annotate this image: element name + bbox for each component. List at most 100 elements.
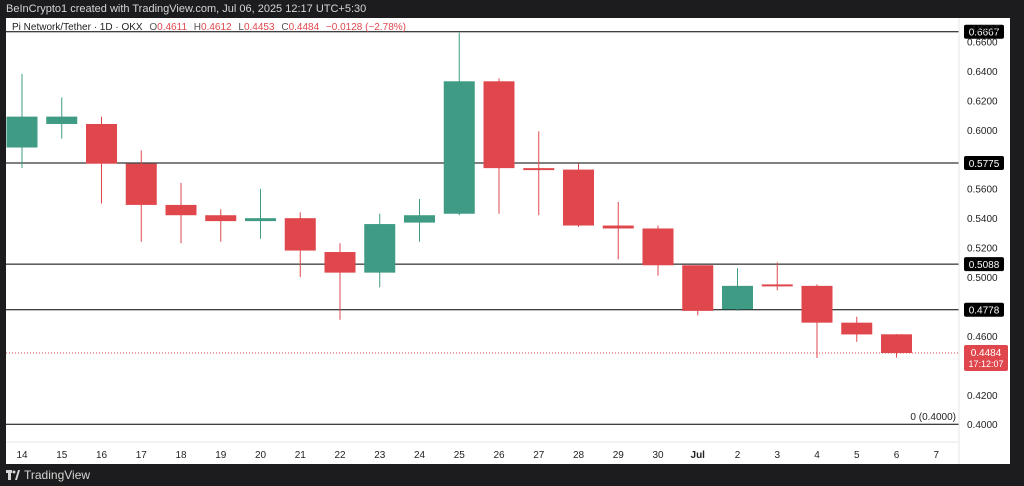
current-price-label: 0.4484	[971, 348, 1002, 359]
candle	[722, 268, 753, 311]
time-tick-label: 17	[136, 450, 148, 461]
price-tick-label: 0.5600	[967, 185, 998, 196]
candle-body	[324, 252, 356, 273]
level-price-tag	[964, 155, 1004, 170]
candle	[364, 213, 396, 288]
footer-brand-text: TradingView	[24, 468, 91, 482]
low-label: L	[238, 22, 244, 33]
candle	[404, 199, 435, 242]
price-tick-label: 0.5000	[967, 273, 998, 284]
zero-level-label: 0 (0.4000)	[910, 412, 956, 423]
close-label: C	[281, 22, 289, 33]
candle	[284, 212, 316, 278]
time-tick-label: Jul	[691, 450, 706, 461]
candle-body	[205, 215, 237, 222]
candle-body	[245, 218, 276, 222]
price-tick-label: 0.5200	[967, 244, 998, 255]
time-tick-label: 16	[96, 450, 108, 461]
low-value: 0.4453	[243, 22, 275, 33]
candle-body	[602, 225, 634, 229]
horizontal-levels: 0 (0.4000)	[6, 31, 959, 425]
candle-body	[6, 116, 38, 148]
symbol-legend: Pi Network/Tether · 1D · OKX O0.4611 H 0.…	[12, 22, 406, 33]
candle	[324, 243, 356, 320]
candle	[602, 201, 634, 260]
candle-body	[881, 334, 912, 353]
level-price-tag	[964, 257, 1004, 272]
price-tick-label: 0.6200	[967, 96, 998, 107]
candle-body	[682, 265, 714, 311]
price-tick-label: 0.6000	[967, 126, 998, 137]
change-value: −0.0128 (−2.78%)	[325, 22, 406, 33]
time-tick-label: 27	[533, 450, 545, 461]
candle-body	[483, 81, 515, 169]
current-price-tag	[964, 344, 1008, 371]
level-price-tag	[964, 302, 1004, 317]
candle-body	[364, 224, 396, 273]
candle	[165, 182, 197, 244]
candle-body	[642, 228, 674, 266]
candle	[563, 163, 594, 227]
candle	[642, 225, 674, 276]
time-tick-label: 18	[175, 450, 187, 461]
price-tick-label: 0.6600	[967, 38, 998, 49]
candle	[443, 32, 475, 216]
time-tick-label: 23	[374, 450, 386, 461]
candle-body	[86, 123, 117, 164]
close-value: 0.4484	[288, 22, 320, 33]
candle	[205, 209, 237, 242]
time-tick-label: 22	[334, 450, 346, 461]
candle-body	[523, 168, 555, 171]
candle-body	[165, 204, 197, 216]
candlestick-chart[interactable]: 0 (0.4000) 0.66000.64000.62000.60000.580…	[6, 18, 1010, 464]
candle-body	[801, 285, 833, 323]
price-tick-label: 0.6400	[967, 67, 998, 78]
footer-brand: TradingView	[6, 466, 90, 484]
time-tick-label: 26	[493, 450, 505, 461]
candle	[6, 73, 38, 169]
time-tick-label: 4	[814, 450, 820, 461]
time-tick-label: 24	[414, 450, 426, 461]
price-tick-label: 0.4200	[967, 391, 998, 402]
time-axis: 14 15 16 17 18 19 20 21 22 23 24 25 26 27 28 29 30 Jul 2 3 4…	[6, 441, 959, 461]
currency-label: USDT	[972, 24, 1000, 35]
open-label: O	[149, 22, 158, 33]
level-price-label: 0.5775	[969, 159, 1000, 170]
price-tick-label: 0.5400	[967, 214, 998, 225]
time-tick-label: 3	[774, 450, 780, 461]
time-tick-label: 21	[295, 450, 307, 461]
chart-panel[interactable]: 0 (0.4000) 0.66000.64000.62000.60000.580…	[6, 18, 1010, 464]
candle	[245, 188, 276, 239]
candles	[6, 32, 912, 358]
time-tick-label: 28	[573, 450, 585, 461]
level-price-label: 0.4778	[969, 306, 1000, 317]
countdown-label: 17:12:07	[968, 359, 1003, 369]
candle	[881, 334, 912, 358]
candle-body	[722, 285, 753, 310]
price-tick-label: 0.4000	[967, 420, 998, 431]
time-tick-label: 14	[16, 450, 28, 461]
candle-body	[563, 169, 594, 226]
time-tick-label: 25	[454, 450, 466, 461]
high-label: H	[193, 22, 202, 33]
price-axis: 0.66000.64000.62000.60000.58000.56000.54…	[958, 18, 1008, 464]
tradingview-logo-icon	[6, 470, 20, 480]
time-tick-label: 20	[255, 450, 267, 461]
candle-body	[125, 163, 157, 205]
candle	[761, 262, 793, 291]
symbol-name: Pi Network/Tether · 1D · OKX	[12, 22, 143, 33]
time-tick-label: 2	[735, 450, 741, 461]
candle	[841, 316, 873, 342]
open-value: 0.4611	[157, 22, 187, 33]
time-tick-label: 7	[933, 450, 939, 461]
time-tick-label: 30	[652, 450, 664, 461]
watermark-header: BeInCrypto1 created with TradingView.com…	[6, 3, 367, 15]
candle-body	[46, 116, 78, 124]
candle	[801, 284, 833, 358]
level-price-label: 0.5088	[969, 260, 1000, 271]
candle-body	[284, 218, 316, 251]
candle-body	[761, 284, 793, 287]
time-tick-label: 6	[894, 450, 900, 461]
time-tick-label: 15	[56, 450, 68, 461]
